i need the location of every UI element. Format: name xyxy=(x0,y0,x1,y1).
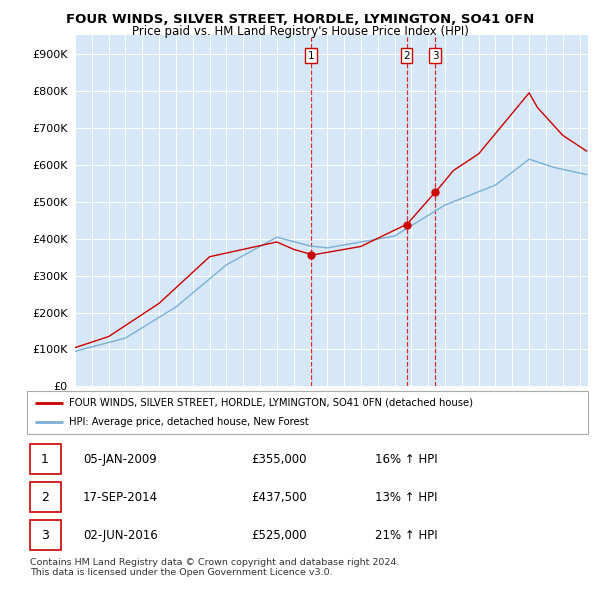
Text: 2: 2 xyxy=(41,490,49,504)
Text: FOUR WINDS, SILVER STREET, HORDLE, LYMINGTON, SO41 0FN (detached house): FOUR WINDS, SILVER STREET, HORDLE, LYMIN… xyxy=(69,398,473,408)
FancyBboxPatch shape xyxy=(27,391,588,434)
FancyBboxPatch shape xyxy=(30,444,61,474)
Text: 17-SEP-2014: 17-SEP-2014 xyxy=(83,490,158,504)
Text: 1: 1 xyxy=(307,51,314,61)
Text: 2: 2 xyxy=(403,51,410,61)
Text: Price paid vs. HM Land Registry's House Price Index (HPI): Price paid vs. HM Land Registry's House … xyxy=(131,25,469,38)
Text: 05-JAN-2009: 05-JAN-2009 xyxy=(83,453,157,466)
FancyBboxPatch shape xyxy=(30,520,61,550)
Text: 3: 3 xyxy=(432,51,439,61)
Text: £437,500: £437,500 xyxy=(251,490,307,504)
Text: £525,000: £525,000 xyxy=(251,529,307,542)
Text: 02-JUN-2016: 02-JUN-2016 xyxy=(83,529,158,542)
Text: 1: 1 xyxy=(41,453,49,466)
Text: £355,000: £355,000 xyxy=(251,453,307,466)
Text: FOUR WINDS, SILVER STREET, HORDLE, LYMINGTON, SO41 0FN: FOUR WINDS, SILVER STREET, HORDLE, LYMIN… xyxy=(66,13,534,26)
Text: HPI: Average price, detached house, New Forest: HPI: Average price, detached house, New … xyxy=(69,417,309,427)
FancyBboxPatch shape xyxy=(30,482,61,512)
Text: 16% ↑ HPI: 16% ↑ HPI xyxy=(375,453,437,466)
Text: Contains HM Land Registry data © Crown copyright and database right 2024.
This d: Contains HM Land Registry data © Crown c… xyxy=(30,558,400,577)
Text: 3: 3 xyxy=(41,529,49,542)
Text: 13% ↑ HPI: 13% ↑ HPI xyxy=(375,490,437,504)
Text: 21% ↑ HPI: 21% ↑ HPI xyxy=(375,529,437,542)
